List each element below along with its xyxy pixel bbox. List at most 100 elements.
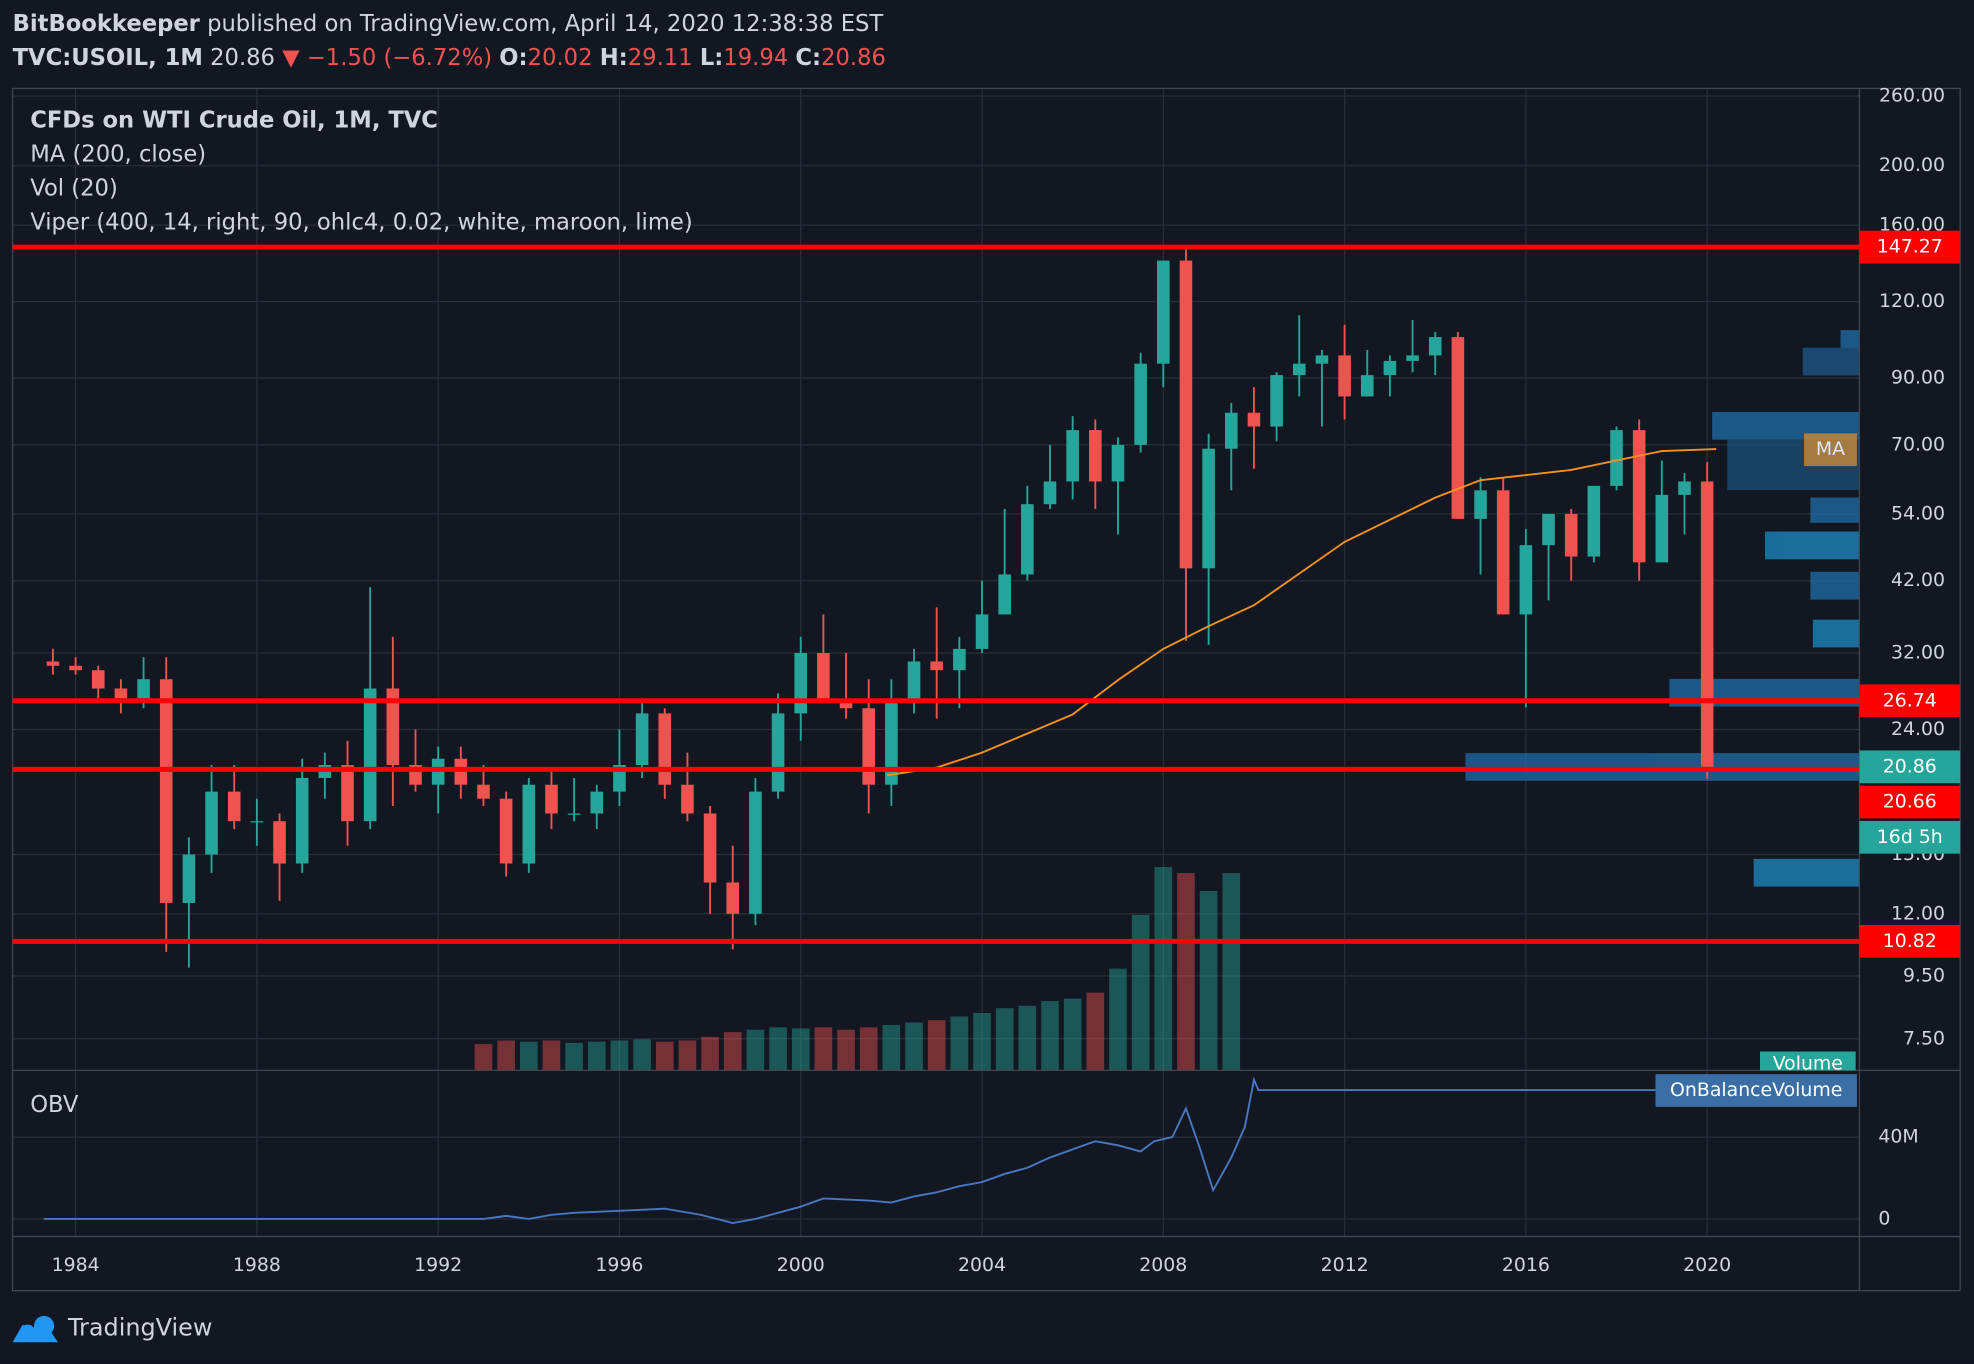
candle-body	[953, 648, 966, 671]
obv-tag-box	[1655, 1074, 1857, 1107]
legend-title: CFDs on WTI Crude Oil, 1M, TVC	[30, 108, 438, 134]
candle-body	[726, 882, 740, 914]
candle-body	[1542, 513, 1555, 546]
candle-body	[363, 688, 377, 822]
axes: 260.00 200.00 160.00 120.00 90.00 70.00 54.00 4…	[12, 84, 1961, 1276]
o-label: O:	[499, 45, 527, 71]
symbol: TVC:USOIL, 1M	[13, 45, 203, 71]
candle-body	[1315, 355, 1329, 364]
x-tick-label: 2008	[1139, 1254, 1187, 1276]
candle-body	[1610, 430, 1623, 486]
candle-body	[771, 713, 785, 792]
l-label: L:	[700, 45, 724, 71]
candle-body	[1564, 513, 1578, 557]
volume-bar	[723, 1032, 742, 1071]
candle-body	[975, 614, 989, 649]
candle-body	[91, 670, 105, 689]
volume-bar	[905, 1022, 923, 1071]
candle-body	[839, 703, 853, 709]
c: 20.86	[821, 45, 886, 71]
y-tick-label: 24.00	[1891, 718, 1945, 740]
ma-line	[886, 448, 1717, 777]
obv-tick-label: 0	[1878, 1207, 1890, 1229]
candle-body	[1496, 490, 1510, 615]
volume-bar	[927, 1020, 946, 1071]
author: BitBookkeeper	[13, 11, 201, 37]
candle-body	[386, 688, 400, 766]
volume-bar	[1199, 890, 1218, 1071]
candle-body	[545, 784, 558, 814]
legend-ma: MA (200, close)	[30, 142, 206, 168]
candle-body	[794, 653, 808, 714]
y-tick-label: 12.00	[1891, 902, 1945, 924]
candle-body	[1202, 448, 1215, 569]
price-label: 16d 5h	[1877, 826, 1943, 848]
candle-body	[182, 854, 196, 903]
candle-body	[1270, 375, 1283, 427]
candle-body	[1678, 481, 1691, 495]
volume-bar	[565, 1042, 583, 1071]
candle-body	[499, 798, 513, 864]
candle-body	[1134, 363, 1147, 445]
candle-body	[1632, 430, 1646, 563]
y-tick-label: 260.00	[1879, 84, 1945, 106]
x-tick-label: 1988	[233, 1254, 281, 1276]
candle-body	[998, 574, 1011, 615]
candle-body	[1179, 260, 1193, 569]
volume-bar	[837, 1029, 855, 1071]
o: 20.02	[528, 45, 593, 71]
volume-bar	[474, 1044, 493, 1071]
x-tick-label: 1992	[414, 1254, 462, 1276]
candle-body	[862, 708, 876, 785]
candle-body	[1428, 337, 1442, 356]
candle-body	[69, 665, 82, 671]
candle-body	[1089, 430, 1102, 482]
volume-bar	[791, 1028, 810, 1071]
volume-bar	[1154, 867, 1173, 1071]
candle-body	[137, 679, 150, 699]
volume-bar	[633, 1039, 651, 1071]
candle-body	[658, 713, 672, 785]
x-tick-label: 2004	[958, 1254, 1006, 1276]
volume-bar	[655, 1041, 674, 1071]
price-label: 10.82	[1883, 930, 1937, 952]
candle-body	[1451, 337, 1465, 519]
volume-bar	[519, 1041, 538, 1071]
y-tick-label: 32.00	[1891, 642, 1945, 664]
volume-bar	[1041, 1001, 1059, 1071]
volume-bar	[542, 1040, 561, 1071]
brand: TradingView	[67, 1313, 212, 1341]
volume-bar	[1222, 873, 1241, 1071]
volume-bar	[1018, 1005, 1037, 1071]
x-tick-label: 2020	[1683, 1254, 1731, 1276]
x-tick-label: 1984	[52, 1254, 100, 1276]
candle-body	[1021, 504, 1034, 575]
candle-body	[477, 784, 490, 799]
candle-body	[295, 777, 309, 864]
obv-line	[43, 1076, 1658, 1225]
candle-body	[114, 688, 128, 699]
candle-body	[1111, 444, 1125, 482]
legend-indicator: Viper (400, 14, right, 90, ohlc4, 0.02, …	[30, 210, 692, 236]
legend-obv: OBV	[30, 1092, 79, 1118]
obv-tag: OnBalanceVolume	[1670, 1079, 1842, 1101]
published: published on TradingView.com, April 14, …	[207, 11, 883, 37]
obv-pane	[43, 1076, 1658, 1225]
volume-bar	[678, 1040, 697, 1071]
volume-bar	[859, 1027, 878, 1071]
header-line: BitBookkeeper published on TradingView.c…	[13, 11, 884, 37]
volume-bar	[701, 1036, 719, 1071]
candle-body	[1383, 360, 1397, 376]
last: 20.86	[210, 45, 275, 71]
y-tick-label: 7.50	[1903, 1027, 1945, 1049]
candle-body	[930, 661, 943, 671]
candle-body	[1338, 355, 1351, 397]
y-tick-label: 120.00	[1879, 290, 1945, 312]
candle-body	[1655, 494, 1669, 563]
x-tick-label: 1996	[595, 1254, 643, 1276]
grid	[12, 88, 1860, 1237]
ma-tag: MA	[1816, 438, 1845, 460]
candle-body	[1519, 545, 1533, 615]
candle-body	[1043, 481, 1057, 505]
